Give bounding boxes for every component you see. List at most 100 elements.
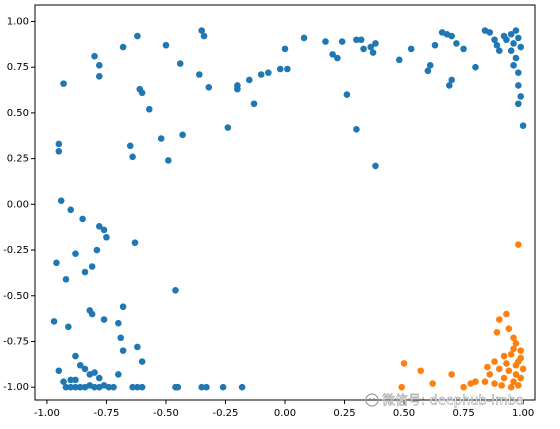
point [503, 360, 510, 367]
point [76, 361, 84, 369]
point [174, 383, 182, 391]
y-tick-label: -0.25 [3, 245, 29, 256]
point [281, 45, 289, 53]
point [72, 376, 79, 384]
point [224, 124, 232, 131]
point [343, 91, 351, 98]
point [250, 100, 258, 108]
point [495, 47, 503, 55]
point [517, 43, 525, 51]
point [245, 76, 253, 84]
point [448, 32, 455, 40]
point [95, 73, 103, 80]
point [472, 63, 479, 71]
point [145, 105, 153, 113]
point [512, 54, 520, 62]
point [126, 142, 134, 150]
point [507, 30, 515, 38]
point [519, 365, 527, 373]
point [503, 36, 510, 44]
point [515, 69, 522, 76]
point [507, 350, 515, 358]
point [67, 206, 75, 214]
y-tick-label: 1.00 [7, 16, 29, 27]
x-tick-label: 0.25 [333, 408, 355, 419]
point [400, 360, 408, 367]
point [445, 82, 453, 89]
x-tick-label: 0.00 [274, 408, 296, 419]
point [360, 45, 367, 53]
point [495, 316, 503, 323]
point [105, 383, 113, 391]
point [93, 246, 101, 254]
point [129, 383, 136, 391]
x-tick-label: 1.00 [512, 408, 534, 419]
point [338, 38, 346, 45]
point [353, 36, 360, 44]
point [119, 347, 127, 354]
point [367, 43, 375, 51]
point [495, 365, 503, 373]
point [512, 371, 520, 378]
point [62, 276, 70, 283]
point [507, 47, 515, 55]
point [398, 383, 405, 391]
point [198, 383, 205, 391]
point [100, 316, 108, 323]
point [493, 329, 501, 336]
point [179, 131, 186, 139]
point [234, 85, 241, 93]
point [329, 51, 336, 58]
point [395, 56, 403, 64]
point [498, 382, 505, 389]
point [503, 310, 510, 318]
point [512, 361, 520, 369]
point [322, 38, 329, 45]
plot-frame [34, 4, 536, 401]
point [72, 383, 79, 391]
point [448, 371, 455, 378]
point [431, 41, 439, 49]
point [484, 363, 491, 371]
point [138, 89, 146, 97]
y-tick-label: 0.50 [7, 108, 29, 119]
point [162, 41, 170, 49]
point [505, 367, 513, 375]
point [72, 352, 79, 360]
point [238, 383, 246, 391]
point [517, 347, 525, 354]
point [334, 54, 341, 62]
point [417, 367, 425, 375]
x-tick-label: -0.50 [153, 408, 179, 419]
point [426, 62, 434, 69]
point [67, 383, 75, 391]
point [115, 371, 122, 378]
point [512, 340, 520, 347]
point [176, 60, 184, 67]
point [448, 76, 455, 84]
point [103, 233, 110, 241]
point [60, 378, 67, 386]
x-tick-label: -0.75 [93, 408, 119, 419]
point [284, 65, 291, 73]
point [491, 36, 498, 44]
point [65, 323, 72, 331]
point [195, 71, 203, 78]
point [481, 378, 489, 386]
point [88, 263, 96, 270]
point [493, 41, 501, 49]
point [95, 222, 103, 230]
point [515, 241, 522, 248]
point [486, 29, 494, 36]
point [265, 69, 272, 76]
point [429, 380, 436, 387]
point [131, 239, 139, 247]
point [55, 367, 63, 375]
point [172, 286, 179, 294]
point [157, 135, 165, 142]
point [110, 383, 117, 391]
point [95, 62, 103, 69]
point [60, 80, 67, 87]
point [467, 380, 475, 387]
point [517, 374, 525, 382]
